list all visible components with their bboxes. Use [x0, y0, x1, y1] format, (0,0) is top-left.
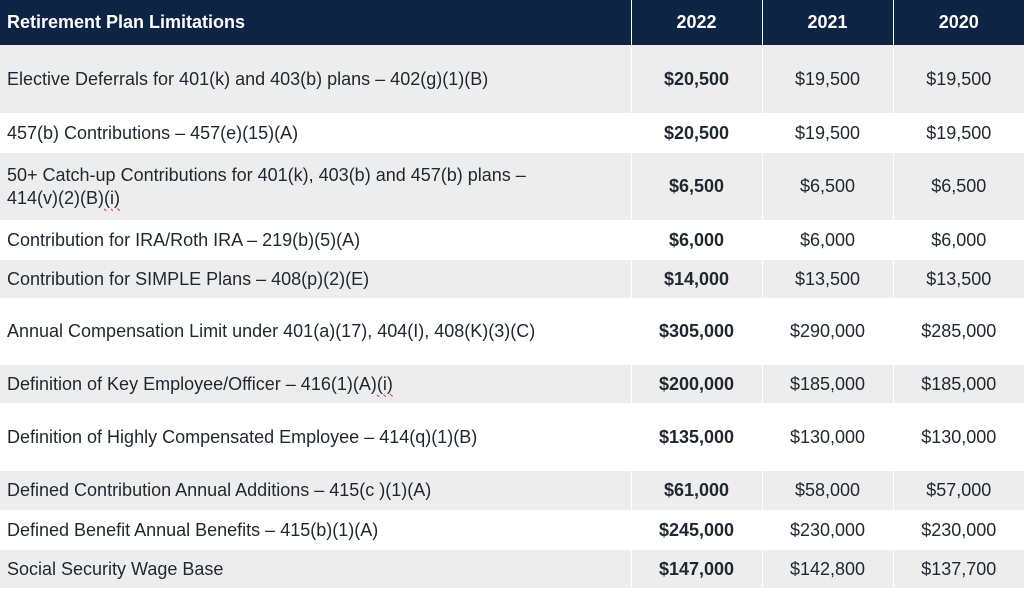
value-2020: $137,700 [892, 550, 1024, 588]
row-label: Definition of Highly Compensated Employe… [0, 403, 631, 471]
row-label-text: Definition of Key Employee/Officer – 416… [7, 373, 377, 394]
value-2021: $6,000 [761, 220, 893, 260]
table-row: Defined Benefit Annual Benefits – 415(b)… [0, 510, 1024, 550]
table-header: Retirement Plan Limitations 2022 2021 20… [0, 0, 1024, 45]
row-label: Annual Compensation Limit under 401(a)(1… [0, 298, 631, 365]
value-2020: $13,500 [892, 260, 1024, 298]
table-row: Definition of Key Employee/Officer – 416… [0, 365, 1024, 403]
value-2022: $6,500 [630, 153, 762, 220]
table-body: Elective Deferrals for 401(k) and 403(b)… [0, 45, 1024, 588]
spellcheck-mark: (i) [376, 373, 393, 394]
header-year-2022: 2022 [630, 0, 762, 45]
value-2022: $245,000 [630, 510, 762, 550]
row-label: 457(b) Contributions – 457(e)(15)(A) [0, 113, 631, 153]
value-2022: $200,000 [630, 365, 762, 403]
value-2021: $19,500 [761, 45, 893, 113]
row-label: Contribution for IRA/Roth IRA – 219(b)(5… [0, 220, 631, 260]
value-2022: $20,500 [630, 113, 762, 153]
value-2021: $142,800 [761, 550, 893, 588]
value-2022: $14,000 [630, 260, 762, 298]
row-label: Contribution for SIMPLE Plans – 408(p)(2… [0, 260, 631, 298]
row-label: Social Security Wage Base [0, 550, 631, 588]
table-row: Elective Deferrals for 401(k) and 403(b)… [0, 45, 1024, 113]
value-2022: $20,500 [630, 45, 762, 113]
value-2020: $230,000 [892, 510, 1024, 550]
value-2022: $61,000 [630, 471, 762, 510]
header-year-2021: 2021 [761, 0, 893, 45]
value-2021: $13,500 [761, 260, 893, 298]
value-2020: $185,000 [892, 365, 1024, 403]
value-2020: $285,000 [892, 298, 1024, 365]
value-2020: $6,500 [892, 153, 1024, 220]
value-2022: $305,000 [630, 298, 762, 365]
row-label-line1: 50+ Catch-up Contributions for 401(k), 4… [7, 164, 526, 185]
table-row: Social Security Wage Base $147,000 $142,… [0, 550, 1024, 588]
value-2021: $185,000 [761, 365, 893, 403]
row-label: Defined Benefit Annual Benefits – 415(b)… [0, 510, 631, 550]
table-row: Contribution for IRA/Roth IRA – 219(b)(5… [0, 220, 1024, 260]
value-2020: $19,500 [892, 113, 1024, 153]
value-2021: $130,000 [761, 403, 893, 471]
row-label: 50+ Catch-up Contributions for 401(k), 4… [0, 153, 631, 220]
row-label: Elective Deferrals for 401(k) and 403(b)… [0, 45, 631, 113]
table-row: Annual Compensation Limit under 401(a)(1… [0, 298, 1024, 365]
spellcheck-mark: (i) [104, 187, 121, 208]
row-label: Defined Contribution Annual Additions – … [0, 471, 631, 510]
header-row: Retirement Plan Limitations 2022 2021 20… [0, 0, 1024, 45]
table-row: Contribution for SIMPLE Plans – 408(p)(2… [0, 260, 1024, 298]
table-row: 457(b) Contributions – 457(e)(15)(A) $20… [0, 113, 1024, 153]
value-2020: $19,500 [892, 45, 1024, 113]
table-row: Definition of Highly Compensated Employe… [0, 403, 1024, 471]
value-2021: $58,000 [761, 471, 893, 510]
value-2022: $135,000 [630, 403, 762, 471]
value-2020: $57,000 [892, 471, 1024, 510]
row-label: Definition of Key Employee/Officer – 416… [0, 365, 631, 403]
value-2021: $230,000 [761, 510, 893, 550]
value-2022: $147,000 [630, 550, 762, 588]
table-row: 50+ Catch-up Contributions for 401(k), 4… [0, 153, 1024, 220]
value-2022: $6,000 [630, 220, 762, 260]
value-2020: $130,000 [892, 403, 1024, 471]
header-year-2020: 2020 [892, 0, 1024, 45]
table-row: Defined Contribution Annual Additions – … [0, 471, 1024, 510]
value-2020: $6,000 [892, 220, 1024, 260]
value-2021: $290,000 [761, 298, 893, 365]
header-label: Retirement Plan Limitations [0, 0, 631, 45]
value-2021: $6,500 [761, 153, 893, 220]
value-2021: $19,500 [761, 113, 893, 153]
row-label-line2: 414(v)(2)(B) [7, 187, 105, 208]
